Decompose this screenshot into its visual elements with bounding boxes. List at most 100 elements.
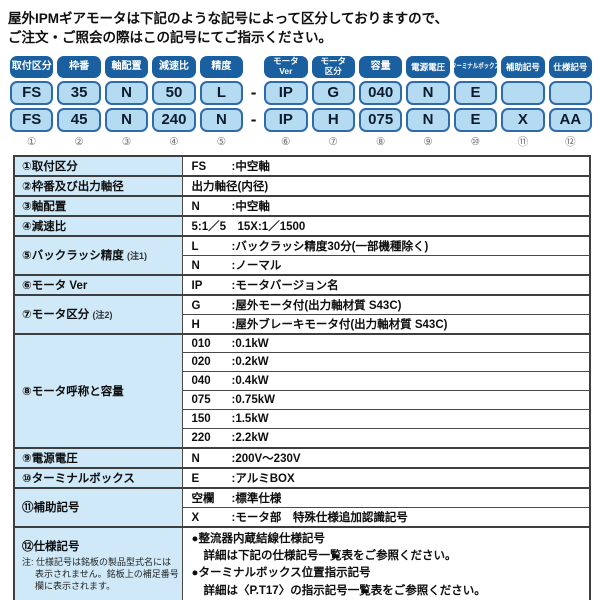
value-code: FS (191, 160, 207, 173)
value-code: 150 (191, 413, 211, 426)
field-badge-spec-symbol: 仕様記号 (548, 55, 593, 78)
code-box-row1-shaft: N (104, 80, 149, 105)
value-desc: :0.4kW (231, 375, 269, 388)
bullet-line-1: ●整流器内蔵結線仕様記号 (191, 532, 325, 545)
column-number-12: ⑫ (565, 135, 576, 148)
table-row: ⑥モータ Ver IP :モータバージョン名 (13, 273, 591, 296)
value-code: N (191, 259, 200, 272)
value-code: 空欄 (191, 492, 215, 505)
value-desc: :0.2kW (231, 356, 269, 369)
code-column-shaft: 軸配置 N N ③ (104, 55, 149, 149)
code-box-row1-motor-ver: IP (264, 80, 308, 105)
row-value: L :バックラッシ精度30分(一部機種除く) (181, 234, 591, 256)
value-desc: :アルミBOX (231, 472, 295, 485)
value-code: 020 (191, 356, 211, 369)
code-separator-column: - - (247, 56, 260, 149)
value-desc: :屋外ブレーキモータ付(出力軸材質 S43C) (231, 318, 448, 331)
code-column-frame: 枠番 35 45 ② (57, 55, 101, 149)
row-label-motor-class: ⑦モータ区分 (注2) (13, 293, 183, 335)
table-row: N:ノーマル (14, 254, 591, 276)
intro-line-1: 屋外IPMギアモータは下記のような記号によって区分しておりますので、 (8, 11, 449, 26)
column-number-4: ④ (169, 135, 179, 148)
table-row: ⑫仕様記号 注: 仕様記号は銘板の製品型式名には 表示されません。銘板上の補足番… (13, 525, 591, 600)
row-label-mounting: ①取付区分 (13, 154, 183, 177)
row-value: E:アルミBOX (181, 466, 591, 489)
code-box-row2-aux-symbol: X (501, 107, 545, 132)
row-value: X:モータ部 特殊仕様追加認識記号 (181, 506, 591, 528)
column-number-6: ⑥ (281, 135, 291, 148)
value-desc: :バックラッシ精度30分(一部機種除く) (231, 240, 429, 253)
code-box-row2-motor-ver: IP (264, 107, 308, 132)
code-box-row1-ratio: 50 (152, 80, 196, 105)
code-column-motor-class: モータ 区分 G H ⑦ (311, 55, 355, 149)
row-value: FS :中空軸 (181, 154, 591, 177)
table-row: 040 :0.4kW (14, 371, 591, 392)
value-desc: :モータバージョン名 (231, 279, 339, 292)
value-code: IP (191, 279, 203, 292)
column-number-9: ⑨ (423, 135, 433, 148)
row-label-aux-symbol: ⑪補助記号 (13, 486, 183, 528)
field-badge-capacity: 容量 (358, 55, 403, 78)
field-badge-motor-class: モータ 区分 (311, 55, 355, 78)
value-code: N (191, 452, 200, 465)
row-value: N:ノーマル (181, 254, 591, 276)
spec-table: ①取付区分 FS:中空軸 ②枠番及び出力軸径 出力軸径(内径) ③軸配置 N:中… (13, 154, 591, 600)
code-box-row1-terminal-box: E (453, 80, 498, 105)
value-desc: :1.5kW (231, 413, 269, 426)
field-badge-voltage: 電源電圧 (406, 55, 450, 78)
value-desc: :中空軸 (231, 200, 270, 213)
separator-dash-row2: - (250, 109, 257, 129)
row-value: IP :モータバージョン名 (181, 273, 591, 296)
row-value: 5:1／5 15X:1／1500 (181, 214, 591, 237)
table-row: ②枠番及び出力軸径 出力軸径(内径) (13, 174, 591, 197)
badge-terminal-box-text: ターミナルボックス (454, 63, 497, 71)
row-label-ratio: ④減速比 (13, 214, 183, 237)
row-value: 150 :1.5kW (181, 409, 591, 430)
row-value: 075:0.75kW (181, 390, 591, 411)
label-text: ⑦モータ区分 (22, 309, 90, 322)
code-box-row1-precision: L (199, 80, 244, 105)
value-code: L (191, 240, 199, 253)
row-label-spec-symbol: ⑫仕様記号 注: 仕様記号は銘板の製品型式名には 表示されません。銘板上の補足番… (13, 525, 183, 600)
value-code: 040 (191, 375, 211, 388)
row-value: 220:2.2kW (181, 428, 591, 449)
field-badge-terminal-box: ターミナルボックス (453, 55, 498, 78)
code-box-row2-terminal-box: E (453, 107, 498, 132)
value-desc: :モータ部 特殊仕様追加認識記号 (231, 511, 408, 524)
separator-dash-row1: - (250, 82, 257, 102)
field-badge-shaft: 軸配置 (104, 55, 149, 78)
row-value: 040 :0.4kW (181, 371, 591, 392)
value-code: G (191, 299, 201, 312)
bullet-line-2: 詳細は下記の仕様記号一覧表をご参照ください。 (203, 550, 457, 563)
label-note-ref: (注2) (92, 310, 113, 321)
value-desc: :200V〜230V (231, 452, 301, 465)
badge-motor-class-line1: モータ (320, 56, 346, 67)
spec-symbol-note: 注: 仕様記号は銘板の製品型式名には 表示されません。銘板上の補足番号 欄に表示… (22, 556, 180, 592)
table-row: ⑤バックラッシ精度 (注1) L:バックラッシ精度30分(一部機種除く) (13, 234, 591, 276)
column-number-1: ① (27, 135, 37, 148)
row-label-motor-ver: ⑥モータ Ver (13, 273, 183, 296)
column-number-7: ⑦ (328, 135, 338, 148)
code-box-row1-aux-symbol (501, 80, 545, 105)
separator-spacer-top (247, 56, 260, 78)
code-column-mounting: 取付区分 FS FS ① (10, 55, 54, 149)
field-badge-mounting: 取付区分 (10, 55, 54, 78)
code-column-precision: 精度 L N ⑤ (199, 55, 244, 149)
column-number-2: ② (74, 135, 84, 148)
column-number-5: ⑤ (216, 135, 227, 148)
code-column-ratio: 減速比 50 240 ④ (152, 55, 196, 149)
value-desc: :0.1kW (231, 337, 269, 350)
field-badge-aux-symbol: 補助記号 (501, 55, 545, 78)
value-desc: :2.2kW (231, 432, 269, 445)
field-badge-motor-ver: モータ Ver (264, 55, 308, 78)
value-code: 075 (191, 394, 211, 407)
bullet-line-3: ●ターミナルボックス位置指示記号 (191, 567, 371, 580)
value-desc: :中空軸 (231, 160, 270, 173)
row-label-motor-capacity: ⑧モータ呼称と容量 (13, 332, 183, 449)
row-value: N:中空軸 (181, 194, 591, 217)
row-value: 出力軸径(内径) (181, 174, 591, 197)
value-text: 5:1／5 15X:1／1500 (191, 220, 306, 233)
code-column-voltage: 電源電圧 N N ⑨ (406, 55, 450, 149)
code-box-row1-frame: 35 (57, 80, 101, 105)
